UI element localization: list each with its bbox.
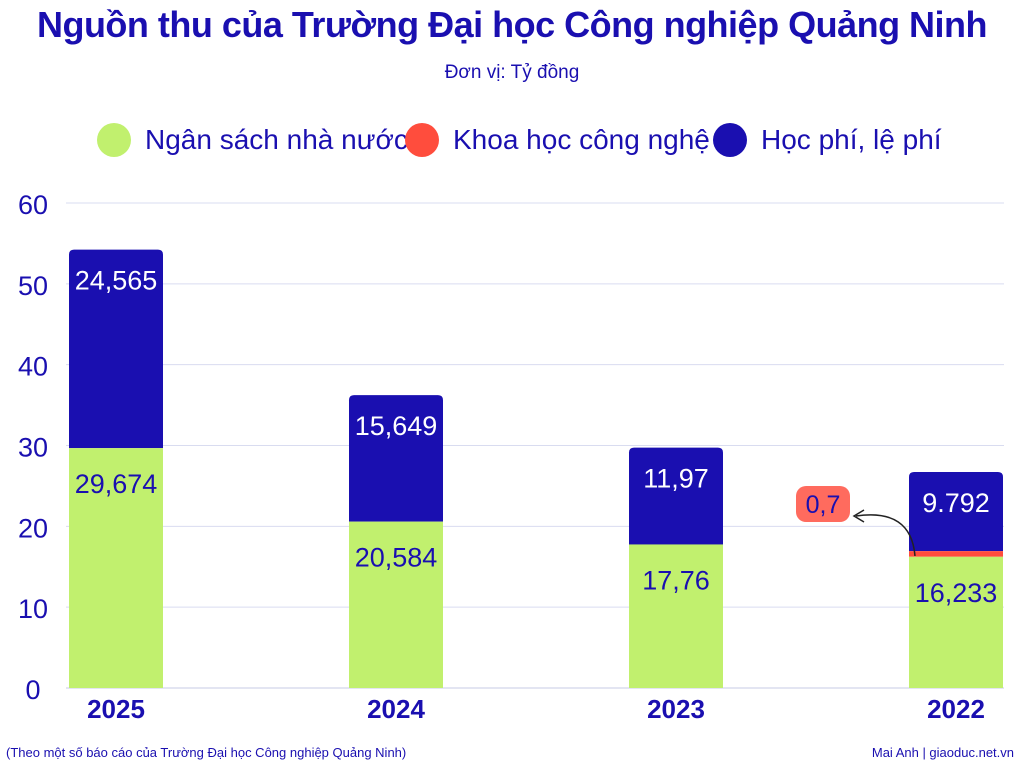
callout-badge-khoa-hoc — [796, 486, 850, 522]
x-tick-label-2022: 2022 — [927, 694, 985, 724]
legend-swatch-hoc-phi — [713, 123, 747, 157]
y-tick-label: 20 — [18, 513, 48, 543]
bars — [69, 249, 1003, 688]
y-tick-label: 10 — [18, 594, 48, 624]
data-label-khoa-hoc-2022: 0,7 — [806, 491, 841, 519]
y-tick-label: 0 — [25, 675, 40, 705]
data-label-ngan-sach-2025: 29,674 — [75, 469, 158, 499]
bar-ngan-sach-2023 — [629, 544, 723, 688]
data-label-ngan-sach-2022: 16,233 — [915, 578, 998, 608]
callout-arrowhead — [852, 509, 865, 523]
data-label-hoc-phi-2025: 24,565 — [75, 266, 158, 296]
legend-label-hoc-phi: Học phí, lệ phí — [761, 124, 942, 155]
legend-label-khoa-hoc: Khoa học công nghệ — [453, 124, 710, 155]
legend-swatch-khoa-hoc — [405, 123, 439, 157]
data-labels: 24,565 29,674 2025 15,649 20,584 2024 11,97 17,… — [75, 266, 998, 724]
y-tick-label: 30 — [18, 433, 48, 463]
data-label-ngan-sach-2024: 20,584 — [355, 543, 438, 573]
y-tick-label: 60 — [18, 190, 48, 220]
x-tick-label-2024: 2024 — [367, 694, 425, 724]
legend-item-hoc-phi: Học phí, lệ phí — [713, 120, 942, 160]
data-label-ngan-sach-2023: 17,76 — [642, 565, 710, 595]
legend-item-ngan-sach: Ngân sách nhà nước — [97, 120, 408, 160]
data-label-hoc-phi-2023: 11,97 — [643, 464, 709, 494]
bar-khoa-hoc-2022 — [909, 551, 1003, 557]
data-label-hoc-phi-2024: 15,649 — [355, 411, 438, 441]
chart-subtitle: Đơn vị: Tỷ đồng — [444, 62, 580, 83]
grid-lines: 0 10 20 30 40 50 60 — [18, 190, 1004, 705]
x-tick-label-2023: 2023 — [647, 694, 705, 724]
legend: Ngân sách nhà nước Khoa học công nghệ Họ… — [0, 120, 1024, 160]
data-label-hoc-phi-2022: 9.792 — [922, 488, 990, 518]
legend-label-ngan-sach: Ngân sách nhà nước — [145, 124, 408, 155]
bar-ngan-sach-2024 — [349, 521, 443, 688]
y-tick-label: 40 — [18, 352, 48, 382]
bar-hoc-phi-2022 — [909, 471, 1003, 552]
source-note: (Theo một số báo cáo của Trường Đại học … — [6, 745, 407, 760]
callout-arrow — [855, 514, 916, 557]
chart-title: Nguồn thu của Trường Đại học Công nghiệp… — [36, 4, 988, 45]
x-tick-label-2025: 2025 — [87, 694, 145, 724]
bar-hoc-phi-2025 — [69, 249, 163, 449]
bar-hoc-phi-2023 — [629, 447, 723, 545]
legend-swatch-ngan-sach — [97, 123, 131, 157]
y-tick-label: 50 — [18, 271, 48, 301]
legend-item-khoa-hoc: Khoa học công nghệ — [405, 120, 710, 160]
bar-ngan-sach-2022 — [909, 556, 1003, 688]
bar-hoc-phi-2024 — [349, 395, 443, 522]
bar-ngan-sach-2025 — [69, 448, 163, 688]
credit: Mai Anh | giaoduc.net.vn — [871, 745, 1014, 760]
